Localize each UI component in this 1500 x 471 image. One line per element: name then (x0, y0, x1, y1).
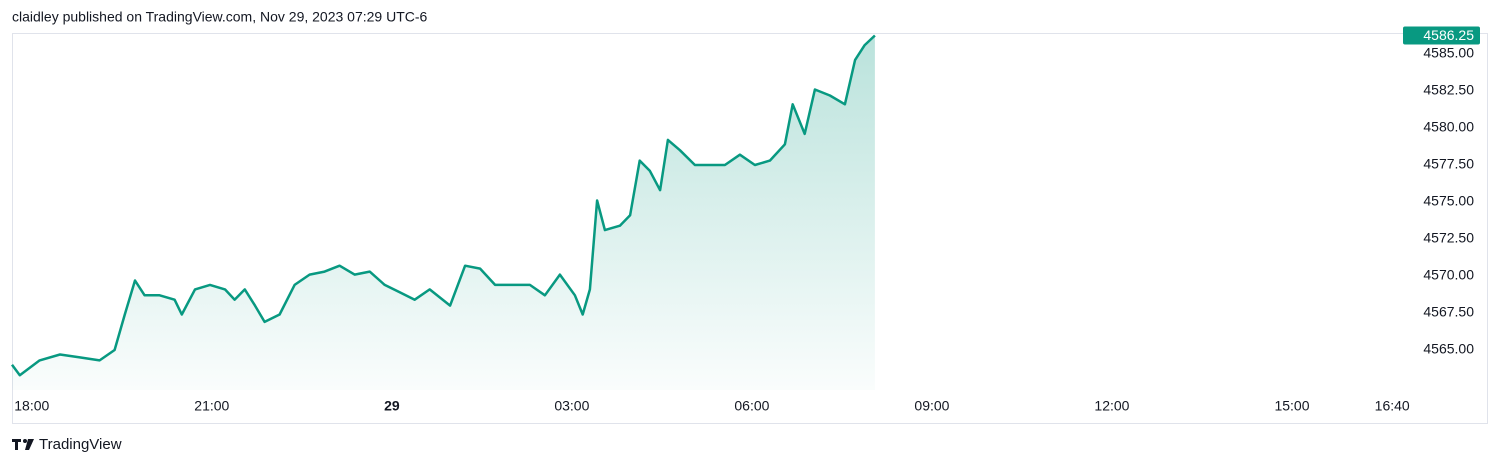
y-tick-label: 4582.50 (1423, 82, 1474, 98)
y-tick-label: 4577.50 (1423, 156, 1474, 172)
y-tick-label: 4575.00 (1423, 193, 1474, 209)
x-tick-label: 16:40 (1375, 398, 1410, 414)
brand-name: TradingView (39, 436, 122, 453)
x-tick-label: 18:00 (14, 398, 49, 414)
chart-frame (12, 33, 1488, 424)
x-tick-label: 09:00 (914, 398, 949, 414)
x-tick-label: 06:00 (734, 398, 769, 414)
x-tick-label: 21:00 (194, 398, 229, 414)
y-tick-label: 4570.00 (1423, 267, 1474, 283)
x-tick-label: 29 (384, 398, 400, 414)
y-tick-label: 4585.00 (1423, 45, 1474, 61)
price-line (11, 34, 876, 377)
y-tick-label: 4572.50 (1423, 230, 1474, 246)
area-fill (12, 35, 875, 390)
x-tick-label: 03:00 (554, 398, 589, 414)
x-tick-label: 15:00 (1274, 398, 1309, 414)
y-tick-label: 4580.00 (1423, 119, 1474, 135)
y-tick-label: 4565.00 (1423, 341, 1474, 357)
x-tick-label: 12:00 (1094, 398, 1129, 414)
last-price-tag (1403, 26, 1480, 45)
header-title: claidley published on TradingView.com, N… (12, 9, 428, 25)
brand-logo (12, 439, 34, 450)
last-price-label: 4586.25 (1423, 27, 1474, 43)
y-tick-label: 4567.50 (1423, 304, 1474, 320)
